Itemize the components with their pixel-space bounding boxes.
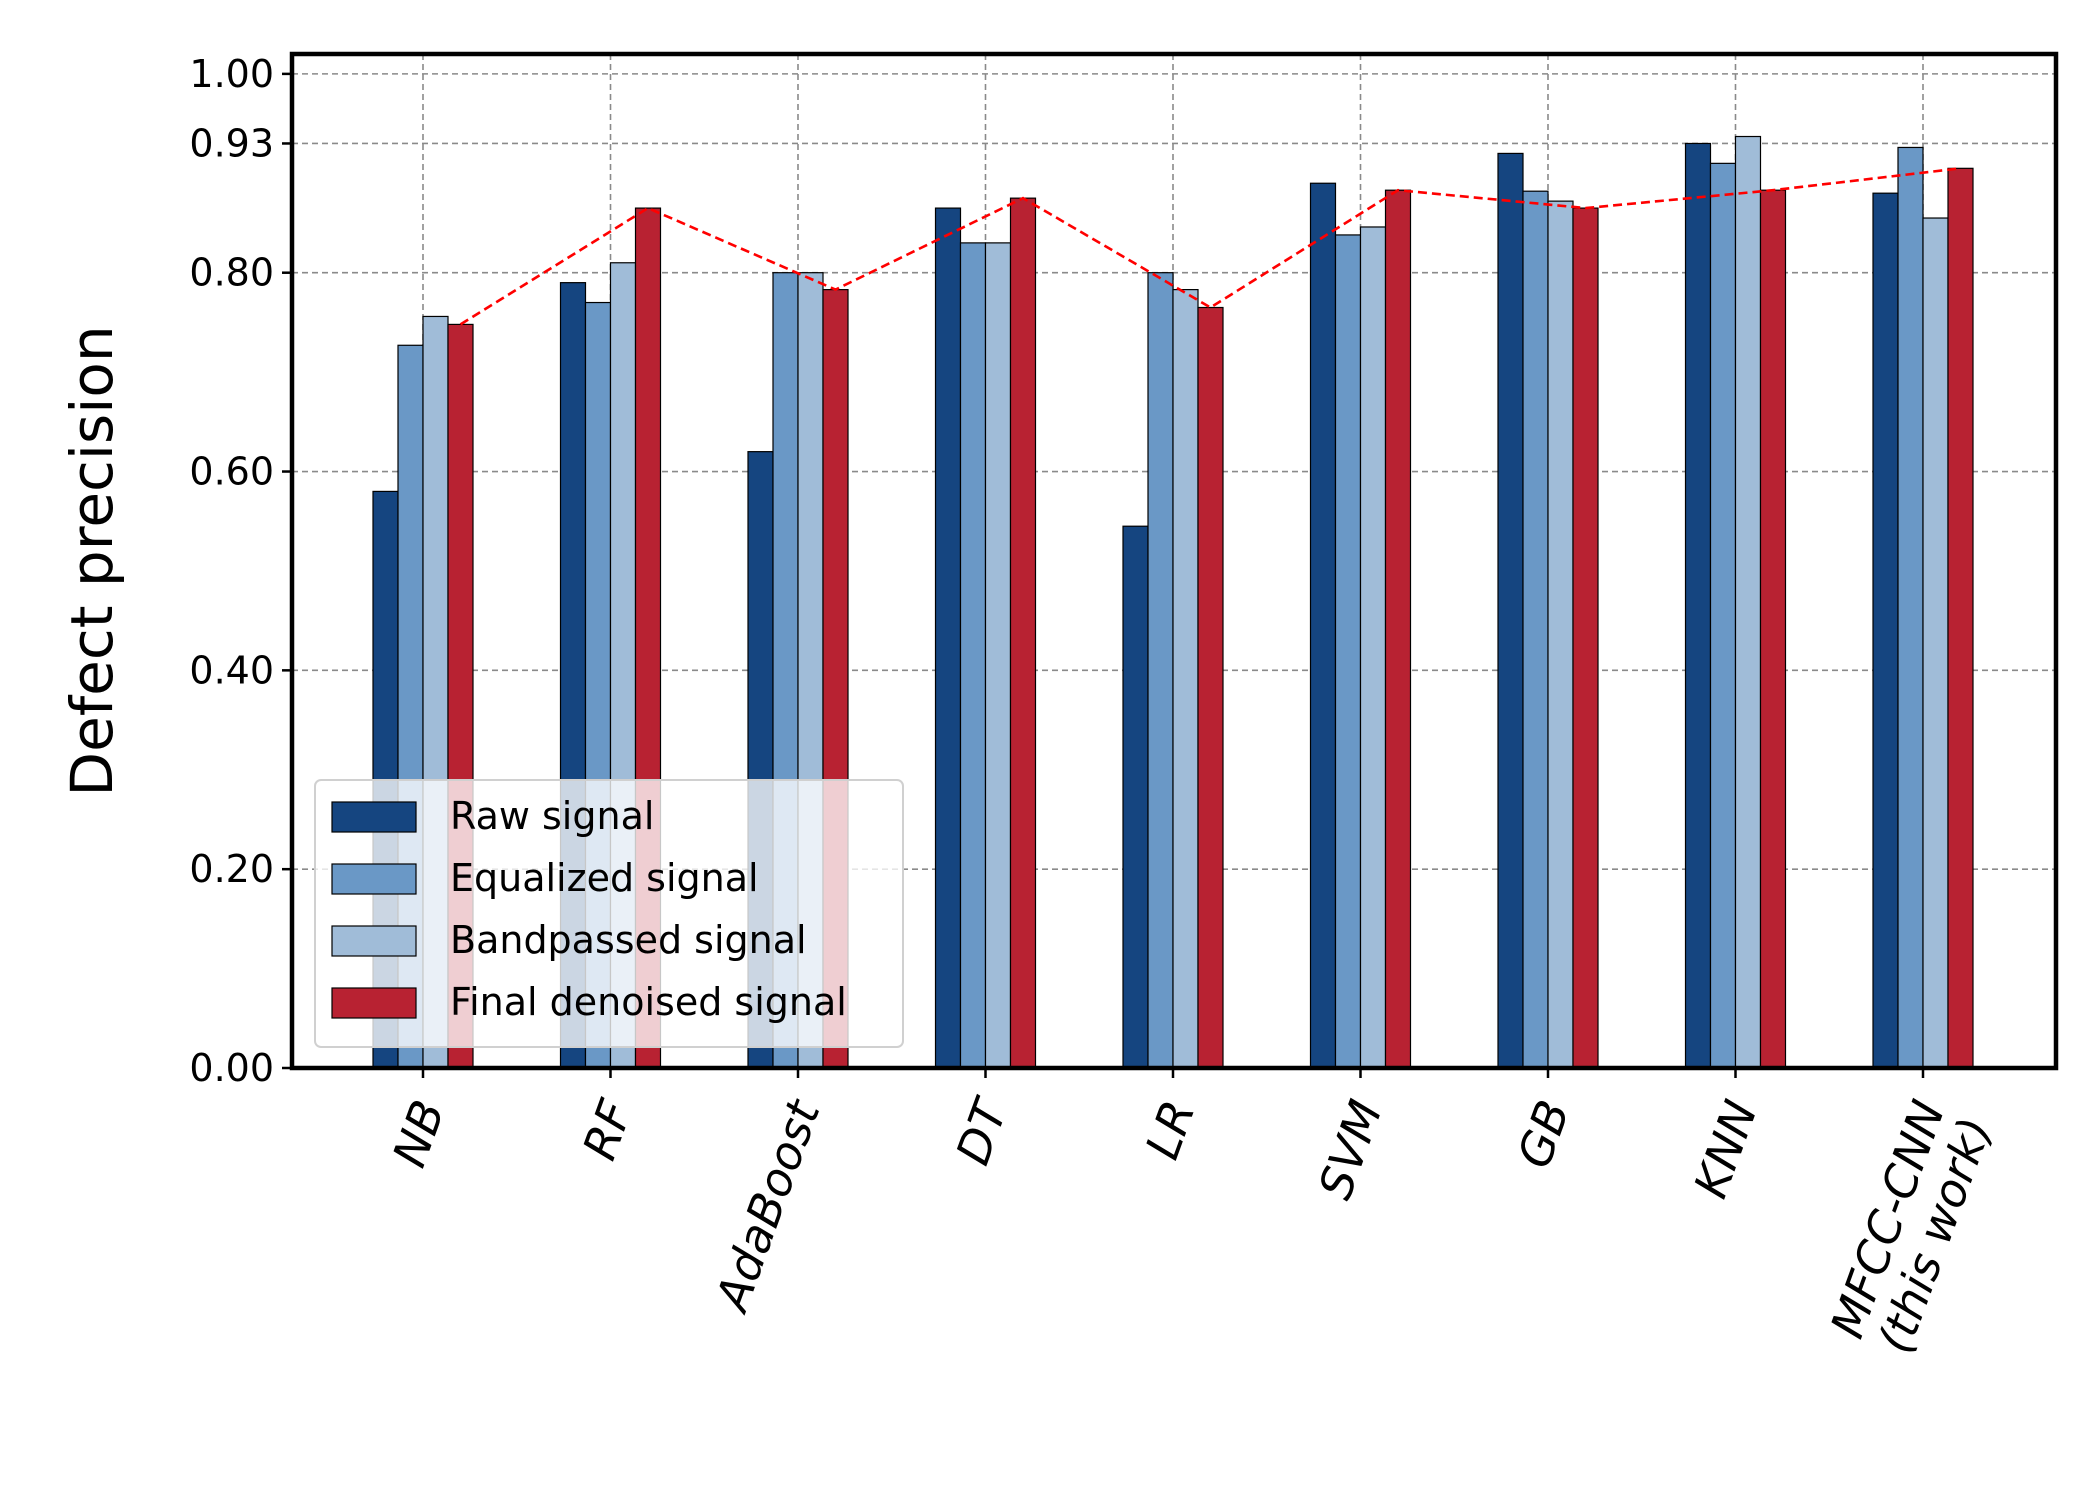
bar [1147, 272, 1174, 1069]
x-tick-label: GB [1507, 1093, 1581, 1175]
bar [1709, 162, 1737, 1069]
bar [1872, 192, 1899, 1069]
legend-label: Equalized signal [450, 856, 759, 900]
x-tick-label-line: KNN [1683, 1093, 1768, 1204]
x-tick-label: DT [945, 1090, 1019, 1172]
bar [1334, 234, 1362, 1069]
y-tick-label: 0.80 [189, 251, 274, 295]
bar [934, 207, 962, 1069]
x-tick-label: AdaBoost [704, 1091, 831, 1320]
legend-label: Bandpassed signal [450, 918, 807, 962]
legend-swatch [331, 987, 417, 1019]
y-tick-label: 0.00 [189, 1046, 274, 1090]
bar [1359, 226, 1387, 1069]
bar [959, 242, 987, 1069]
bar [984, 242, 1012, 1069]
bar [1684, 142, 1712, 1069]
bar [1009, 197, 1037, 1069]
bar [1122, 525, 1149, 1069]
x-tick-label: RF [572, 1093, 643, 1167]
bar [1172, 289, 1199, 1069]
trend-line [459, 167, 1961, 326]
y-tick-label: 1.00 [189, 52, 274, 96]
bar [1197, 306, 1224, 1069]
x-tick-label: MFCC-CNN(this work) [1820, 1093, 2003, 1362]
bar [1759, 189, 1787, 1069]
x-tick-label: KNN [1683, 1093, 1768, 1204]
legend-box [314, 779, 904, 1048]
x-tick-label-line: NB [382, 1093, 455, 1173]
legend: Raw signal Equalized signal Bandpassed sig… [314, 779, 904, 1048]
bar [1947, 167, 1974, 1069]
bar [1734, 135, 1762, 1069]
y-tick-label: 0.60 [189, 450, 274, 494]
x-tick-label-line: SVM [1308, 1093, 1393, 1206]
bar [1897, 146, 1924, 1069]
y-axis-label: Defect precision [58, 325, 126, 796]
bar [1497, 152, 1524, 1069]
x-tick-label: NB [382, 1093, 455, 1173]
legend-label: Final denoised signal [450, 980, 847, 1024]
x-tick-label-line: DT [945, 1090, 1019, 1172]
x-tick-label: SVM [1308, 1093, 1393, 1206]
bar [1309, 182, 1337, 1069]
y-tick-label: 0.40 [189, 648, 274, 692]
bar [1522, 190, 1549, 1069]
x-tick-label-line: RF [572, 1093, 643, 1167]
x-tick-label: LR [1135, 1093, 1205, 1166]
legend-swatch [331, 925, 417, 957]
trend-line-group [459, 167, 1961, 326]
x-tick-label-line: AdaBoost [704, 1091, 831, 1320]
y-tick-label: 0.93 [189, 121, 274, 165]
bar [1922, 217, 1949, 1069]
legend-label: Raw signal [450, 794, 654, 838]
bar [1547, 200, 1574, 1069]
legend-swatch [331, 863, 417, 895]
y-tick-label: 0.20 [189, 847, 274, 891]
bar [1384, 189, 1412, 1069]
x-tick-label-line: LR [1135, 1093, 1205, 1166]
bar [1572, 207, 1599, 1069]
x-tick-label-line: GB [1507, 1093, 1581, 1175]
legend-swatch [331, 801, 417, 833]
